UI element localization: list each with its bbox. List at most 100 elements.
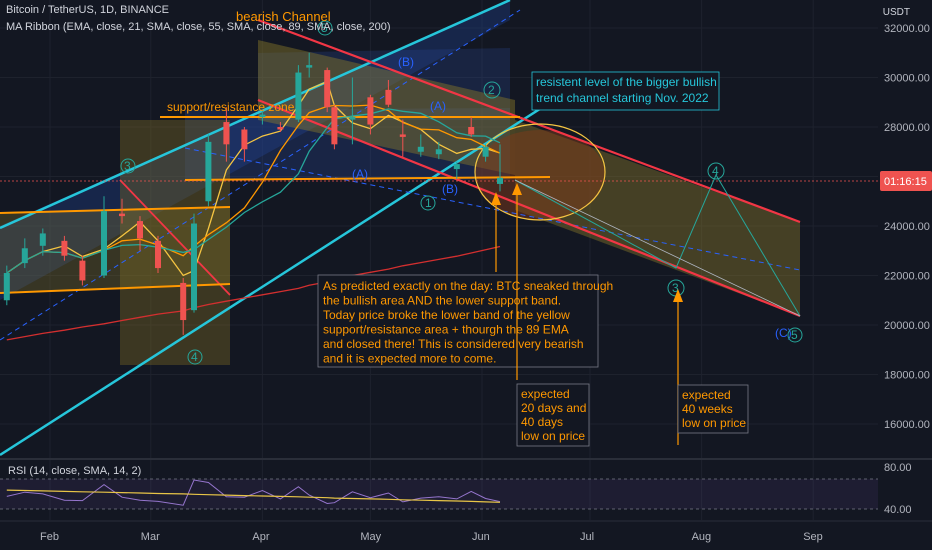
arrow-long-head — [673, 289, 683, 302]
projection-mid-line — [184, 147, 801, 271]
candle-body — [399, 134, 406, 137]
wave-label-b-low: (B) — [442, 182, 458, 196]
left-sr-upper — [0, 206, 231, 214]
wave-label-4: 4 — [191, 350, 198, 364]
y-tick-label: 16000.00 — [884, 419, 930, 431]
candle-body — [385, 89, 392, 105]
candle-body — [61, 240, 68, 256]
indicator-title[interactable]: MA Ribbon (EMA, close, 21, SMA, close, 5… — [6, 21, 391, 33]
x-tick-label: Aug — [692, 531, 712, 543]
candles — [3, 52, 503, 335]
wave-label-4-proj: 4 — [712, 164, 719, 178]
y-tick-label: 32000.00 — [884, 23, 930, 35]
channel-mid-block — [185, 108, 510, 180]
price-axis[interactable]: 32000.0030000.0028000.0026000.0024000.00… — [884, 23, 930, 431]
candle-body — [367, 97, 374, 125]
prediction-note: As predicted exactly on the day: BTC sne… — [323, 279, 613, 366]
prediction-line: Today price broke the lower band of the … — [323, 308, 570, 322]
wave-label-3: 3 — [124, 159, 131, 173]
rsi-line — [6, 479, 501, 506]
y-tick-label: 24000.00 — [884, 221, 930, 233]
candle-body — [417, 146, 424, 152]
channel-lower-line — [0, 78, 586, 457]
left-box-diagonal — [119, 179, 231, 296]
wave-label-2: 2 — [488, 83, 495, 97]
prediction-note-box — [317, 274, 599, 368]
sma89-line — [6, 108, 501, 274]
resistance-note-line2: trend channel starting Nov. 2022 — [536, 91, 709, 105]
target-ellipse — [474, 123, 606, 221]
bearish-channel-label: bearish Channel — [236, 9, 331, 24]
prediction-line: the bullish area AND the lower support b… — [323, 294, 561, 308]
candle-body — [137, 221, 143, 239]
sr-zone-label: support/resistance zone — [167, 100, 295, 114]
rsi-ma-line — [6, 489, 501, 503]
candle-body — [468, 127, 475, 135]
arrow-note-head — [491, 192, 501, 205]
time-axis[interactable]: Feb Mar Apr May Jun Jul Aug Sep — [40, 531, 823, 543]
bearish-channel-lower — [257, 98, 801, 318]
candle-body — [497, 177, 503, 184]
candle-body — [155, 240, 161, 269]
price-tag-countdown: 01:16:15 — [884, 176, 927, 188]
resistance-note-box — [531, 71, 720, 111]
wave-label-c-proj: (C) — [775, 326, 792, 340]
prediction-line: support/resistance area + thourgh the 89… — [323, 323, 569, 337]
wave-label-5: 5 — [321, 21, 328, 35]
x-tick-label: Jun — [472, 531, 490, 543]
candle-body — [241, 129, 248, 150]
chart-grid — [0, 0, 878, 520]
bearish-box-fill-1 — [258, 40, 515, 175]
upper-channel-fill — [0, 0, 510, 300]
candle-body — [119, 213, 125, 217]
candle-body — [482, 146, 489, 157]
currency-label[interactable]: USDT — [882, 7, 910, 18]
prediction-line: and it is expected more to come. — [323, 352, 496, 366]
rsi-axis[interactable]: 80.00 40.00 — [884, 462, 912, 516]
expected-short-box — [516, 383, 590, 447]
wave-label-a-mid: (A) — [430, 99, 446, 113]
candle-body — [306, 65, 313, 68]
channel-top-block — [258, 48, 510, 120]
ema21-line — [6, 80, 501, 277]
candle-body — [295, 72, 302, 120]
wave-label-5-proj: 5 — [791, 328, 798, 342]
candle-body — [79, 260, 86, 281]
bearish-channel-upper — [257, 18, 801, 224]
wave-label-3-proj: 3 — [672, 281, 679, 295]
target-ellipse-fill — [475, 130, 605, 220]
candle-body — [180, 282, 187, 321]
wave-forecast-path — [514, 173, 801, 317]
wave-label-a-low: (A) — [352, 167, 368, 181]
x-tick-label: Apr — [252, 531, 269, 543]
expected-short-line: 40 days — [521, 415, 563, 429]
wave-label-1: 1 — [425, 196, 432, 210]
candle-body — [349, 117, 356, 120]
x-tick-label: Jul — [580, 531, 594, 543]
expected-short-line: 20 days and — [521, 401, 586, 415]
wave-labels: 3 4 5 (B) (A) 2 1 (B) (A) 4 3 (C) 5 — [120, 20, 803, 365]
x-tick-label: Feb — [40, 531, 59, 543]
rsi-tick-label: 80.00 — [884, 462, 912, 474]
candle-body — [205, 141, 212, 202]
candle-body — [331, 107, 338, 145]
x-tick-label: Mar — [141, 531, 160, 543]
channel-upper-line — [0, 0, 511, 230]
expected-long-line: low on price — [682, 416, 746, 430]
candle-body — [39, 233, 46, 246]
prediction-line: and closed there! This is considered ver… — [323, 337, 584, 351]
symbol-title[interactable]: Bitcoin / TetherUS, 1D, BINANCE — [6, 4, 170, 16]
sr-lower-line — [184, 176, 551, 181]
left-range-fill — [0, 207, 230, 292]
candle-body — [435, 149, 442, 155]
y-tick-label: 18000.00 — [884, 370, 930, 382]
prediction-line: As predicted exactly on the day: BTC sne… — [323, 279, 613, 293]
resistance-note-line1: resistent level of the bigger bullish — [536, 75, 717, 89]
candle-body — [191, 223, 197, 311]
expected-short-line: expected — [521, 387, 570, 401]
expected-short-line: low on price — [521, 429, 585, 443]
candle-body — [453, 164, 460, 170]
